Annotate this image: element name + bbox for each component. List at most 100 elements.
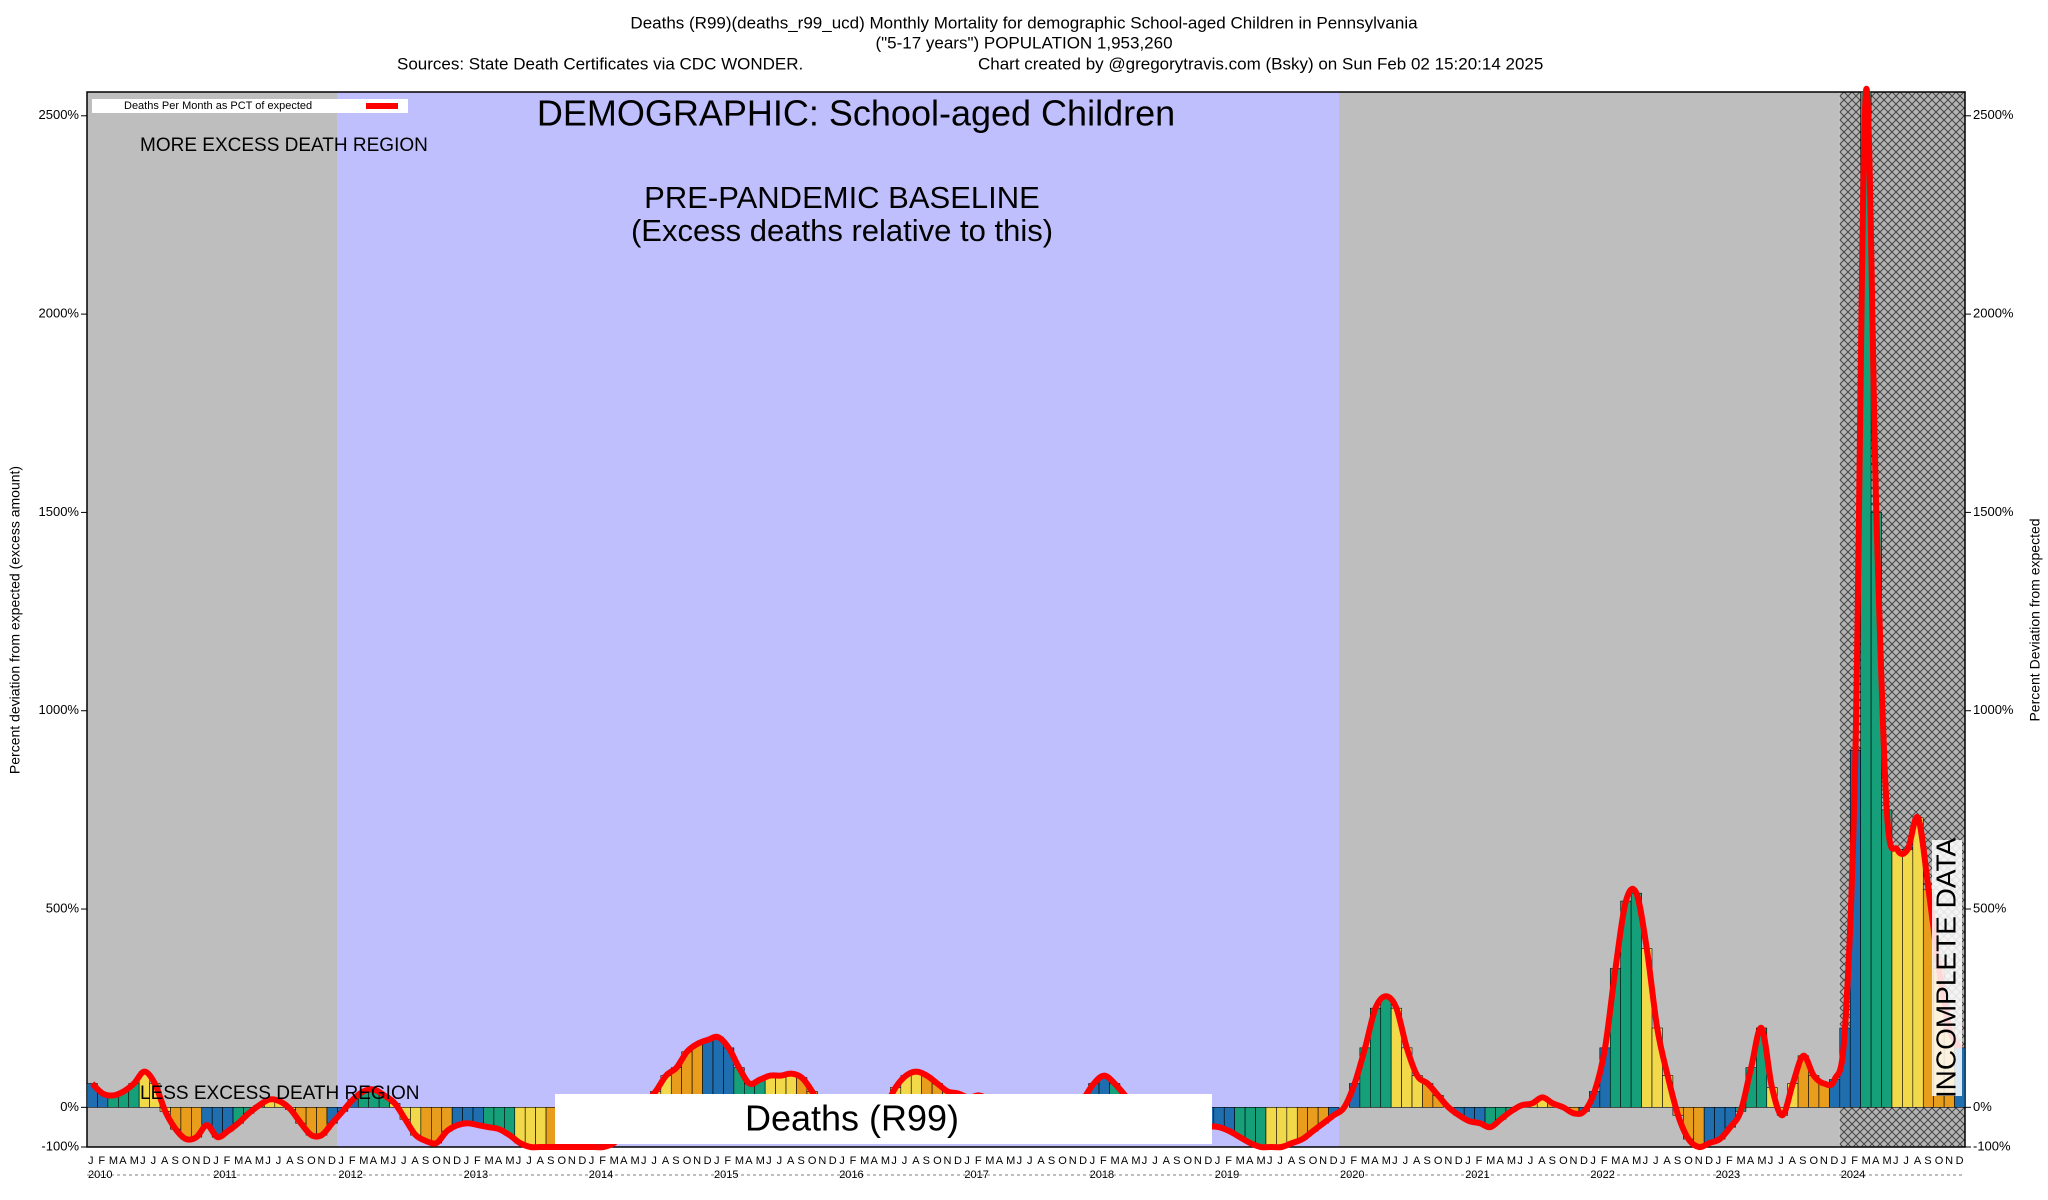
- x-tick-label: J: [391, 1155, 397, 1167]
- bar: [1255, 1107, 1267, 1148]
- x-tick-label: J: [464, 1155, 470, 1167]
- x-tick-label: J: [964, 1155, 970, 1167]
- x-tick-label: D: [1956, 1155, 1964, 1167]
- x-tick-label: J: [1017, 1155, 1023, 1167]
- year-label: 2021: [1465, 1169, 1489, 1181]
- x-tick-label: M: [1632, 1155, 1641, 1167]
- x-tick-label: O: [1058, 1155, 1067, 1167]
- annotation: PRE-PANDEMIC BASELINE: [644, 180, 1040, 215]
- x-tick-label: M: [1257, 1155, 1266, 1167]
- x-tick-label: A: [245, 1155, 253, 1167]
- x-tick-label: D: [578, 1155, 586, 1167]
- incomplete-box: [1932, 840, 1962, 1096]
- x-tick-label: A: [495, 1155, 503, 1167]
- x-tick-label: M: [1862, 1155, 1871, 1167]
- x-tick-label: J: [902, 1155, 908, 1167]
- bar: [1912, 817, 1924, 1108]
- x-tick-label: D: [453, 1155, 461, 1167]
- x-tick-label: A: [745, 1155, 753, 1167]
- y2-tick-label: 0%: [1973, 1099, 1992, 1114]
- x-tick-label: D: [328, 1155, 336, 1167]
- x-tick-label: D: [1705, 1155, 1713, 1167]
- x-tick-label: N: [1695, 1155, 1703, 1167]
- x-tick-label: A: [1246, 1155, 1254, 1167]
- y-tick-label: 1500%: [39, 504, 80, 519]
- x-tick-label: S: [672, 1155, 679, 1167]
- x-tick-label: S: [797, 1155, 804, 1167]
- x-tick-label: J: [777, 1155, 783, 1167]
- x-tick-label: J: [151, 1155, 157, 1167]
- x-tick-label: O: [307, 1155, 316, 1167]
- x-tick-label: D: [1455, 1155, 1463, 1167]
- x-tick-label: D: [1204, 1155, 1212, 1167]
- annotation: Deaths (R99): [745, 1098, 959, 1139]
- year-label: 2020: [1340, 1169, 1364, 1181]
- x-tick-label: A: [1497, 1155, 1505, 1167]
- x-tick-label: J: [641, 1155, 647, 1167]
- bar: [1276, 1107, 1288, 1148]
- credit: Chart created by @gregorytravis.com (Bsk…: [978, 54, 1543, 73]
- x-tick-label: A: [1789, 1155, 1797, 1167]
- x-tick-label: D: [1580, 1155, 1588, 1167]
- x-tick-label: F: [98, 1155, 105, 1167]
- x-tick-label: J: [1716, 1155, 1722, 1167]
- x-tick-label: S: [923, 1155, 930, 1167]
- bar: [1902, 849, 1914, 1108]
- x-tick-label: J: [1267, 1155, 1273, 1167]
- x-tick-label: F: [599, 1155, 606, 1167]
- bar: [420, 1107, 432, 1142]
- x-tick-label: A: [1914, 1155, 1922, 1167]
- x-tick-label: N: [1069, 1155, 1077, 1167]
- bar: [1881, 809, 1893, 1108]
- x-tick-label: F: [1601, 1155, 1608, 1167]
- x-tick-label: F: [975, 1155, 982, 1167]
- annotation: LESS EXCESS DEATH REGION: [140, 1083, 419, 1104]
- x-tick-label: F: [474, 1155, 481, 1167]
- x-tick-label: A: [620, 1155, 628, 1167]
- y-tick-label: 0%: [60, 1099, 79, 1114]
- x-tick-label: M: [610, 1155, 619, 1167]
- bar: [1265, 1107, 1277, 1148]
- x-tick-label: J: [1653, 1155, 1659, 1167]
- x-tick-label: N: [1194, 1155, 1202, 1167]
- x-tick-label: F: [224, 1155, 231, 1167]
- x-tick-label: N: [1820, 1155, 1828, 1167]
- bar: [1380, 995, 1392, 1108]
- x-tick-label: N: [818, 1155, 826, 1167]
- x-tick-label: S: [1173, 1155, 1180, 1167]
- x-tick-label: A: [411, 1155, 419, 1167]
- x-tick-label: M: [985, 1155, 994, 1167]
- annotation: (Excess deaths relative to this): [631, 213, 1053, 248]
- x-tick-label: J: [526, 1155, 532, 1167]
- y-tick-label: 2500%: [39, 107, 80, 122]
- y2-tick-label: -100%: [1973, 1138, 2011, 1153]
- x-tick-label: M: [1757, 1155, 1766, 1167]
- legend-label: Deaths Per Month as PCT of expected: [124, 100, 312, 112]
- x-tick-label: S: [547, 1155, 554, 1167]
- x-tick-label: J: [1215, 1155, 1221, 1167]
- region: [87, 92, 338, 1147]
- x-tick-label: J: [1778, 1155, 1784, 1167]
- year-label: 2012: [338, 1169, 362, 1181]
- x-tick-label: A: [1288, 1155, 1296, 1167]
- x-tick-label: J: [140, 1155, 146, 1167]
- x-tick-label: A: [1538, 1155, 1546, 1167]
- x-tick-label: S: [1799, 1155, 1806, 1167]
- x-tick-label: F: [724, 1155, 731, 1167]
- x-tick-label: N: [1570, 1155, 1578, 1167]
- y-axis-label: Percent deviation from expected (excess …: [7, 466, 23, 774]
- y-tick-label: 1000%: [39, 702, 80, 717]
- x-tick-label: M: [756, 1155, 765, 1167]
- y2-tick-label: 1000%: [1973, 702, 2014, 717]
- x-tick-label: D: [1330, 1155, 1338, 1167]
- chart-subtitle: ("5-17 years") POPULATION 1,953,260: [875, 33, 1172, 52]
- x-tick-label: O: [1434, 1155, 1443, 1167]
- y-tick-label: -100%: [41, 1138, 79, 1153]
- x-tick-label: A: [286, 1155, 294, 1167]
- x-tick-label: J: [516, 1155, 522, 1167]
- x-tick-label: A: [1163, 1155, 1171, 1167]
- x-tick-label: A: [1413, 1155, 1421, 1167]
- x-tick-label: J: [1893, 1155, 1899, 1167]
- x-tick-label: J: [1152, 1155, 1158, 1167]
- x-tick-label: J: [651, 1155, 657, 1167]
